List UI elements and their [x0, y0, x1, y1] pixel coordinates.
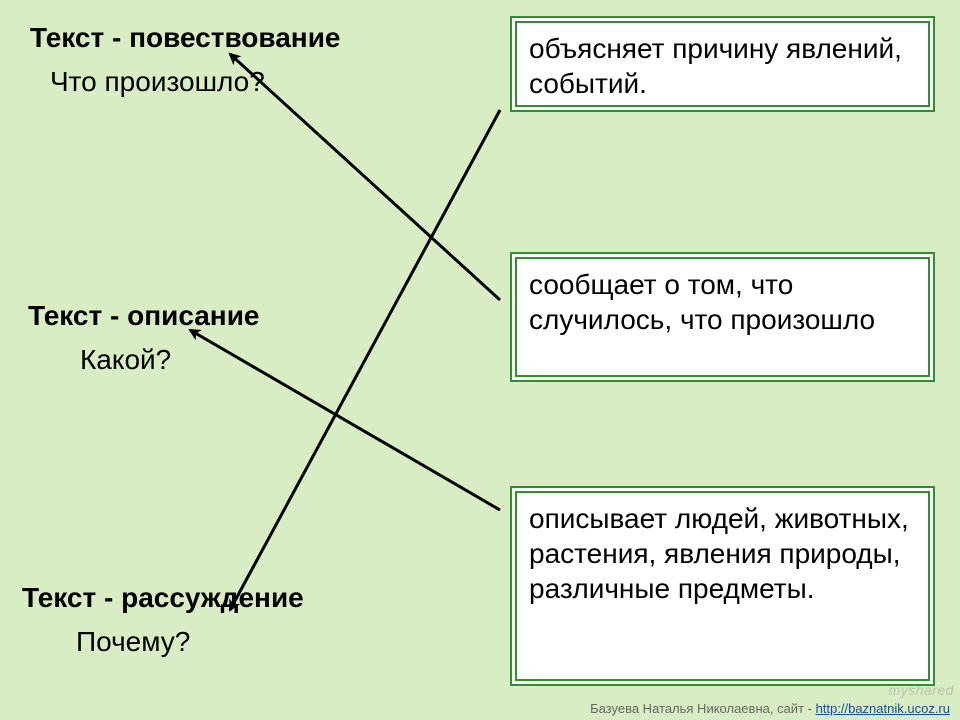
- slide: Текст - повествование Что произошло? Тек…: [0, 0, 960, 720]
- arrow-1: [230, 54, 500, 300]
- footer-link[interactable]: http://baznatnik.ucoz.ru: [816, 701, 950, 716]
- question-reasoning: Почему?: [76, 626, 190, 658]
- arrow-3: [230, 110, 500, 610]
- question-narration: Что произошло?: [50, 66, 265, 98]
- heading-description: Текст - описание: [28, 300, 260, 332]
- heading-reasoning: Текст - рассуждение: [22, 582, 304, 614]
- footer: Базуева Наталья Николаевна, сайт - http:…: [590, 701, 950, 716]
- heading-narration: Текст - повествование: [30, 22, 341, 54]
- box-reports: сообщает о том, что случилось, что произ…: [510, 252, 935, 382]
- watermark: myshared: [889, 682, 954, 698]
- box-describes: описывает людей, животных, растения, явл…: [510, 486, 935, 686]
- question-description: Какой?: [80, 344, 171, 376]
- arrow-2: [190, 330, 500, 510]
- footer-author: Базуева Наталья Николаевна, сайт -: [590, 701, 816, 716]
- box-explains: объясняет причину явлений, событий.: [510, 16, 935, 112]
